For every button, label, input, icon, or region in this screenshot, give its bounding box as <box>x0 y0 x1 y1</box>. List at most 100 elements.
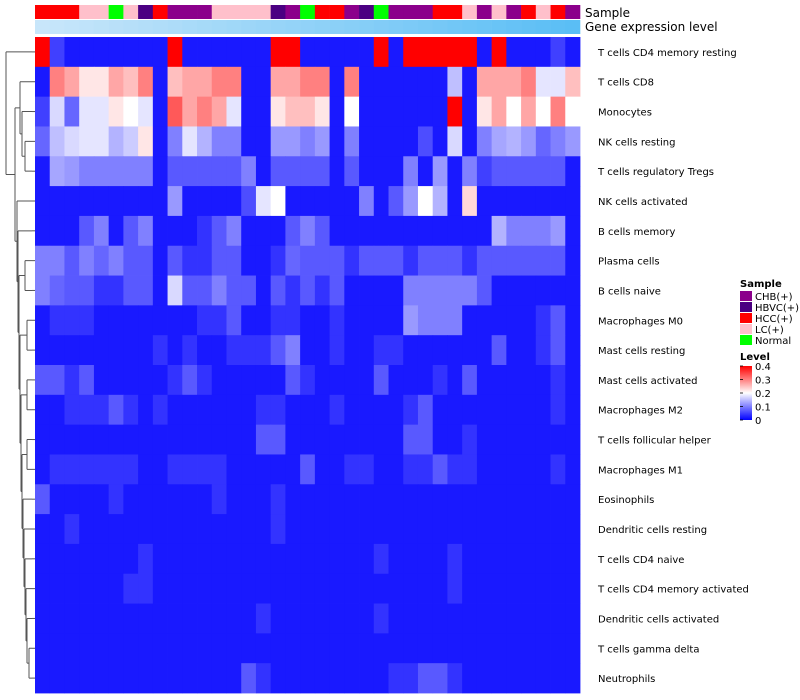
heatmap-cell <box>167 365 183 396</box>
heatmap-cell <box>108 454 124 485</box>
heatmap-cell <box>329 245 345 276</box>
heatmap-cell <box>521 365 537 396</box>
heatmap-cell <box>373 37 389 68</box>
heatmap-cell <box>182 156 198 187</box>
heatmap-cell <box>79 514 95 545</box>
heatmap-cell <box>167 37 183 68</box>
heatmap-cell <box>123 186 139 217</box>
heatmap-cell <box>285 126 301 157</box>
heatmap-cell <box>108 484 124 515</box>
heatmap-cell <box>388 156 404 187</box>
heatmap-cell <box>241 514 257 545</box>
gene-level-annotation-cell <box>255 20 271 34</box>
heatmap-cell <box>403 245 419 276</box>
heatmap-cell <box>285 96 301 127</box>
heatmap-cell <box>550 543 566 575</box>
heatmap-cell <box>403 186 419 217</box>
heatmap-cell <box>329 484 345 515</box>
heatmap-cell <box>535 305 551 336</box>
heatmap-cell <box>270 514 286 545</box>
heatmap-cell <box>138 186 154 217</box>
sample-annotation-cell <box>432 5 448 19</box>
heatmap-cell <box>314 156 330 187</box>
row-label: NK cells activated <box>598 197 688 208</box>
heatmap-cell <box>93 126 110 157</box>
heatmap-cell <box>123 96 139 127</box>
heatmap-cell <box>329 603 345 634</box>
heatmap-cell <box>506 245 522 276</box>
heatmap-cell <box>182 37 198 68</box>
heatmap-cell <box>93 275 110 306</box>
heatmap-cell <box>182 603 198 634</box>
heatmap-cell <box>123 215 139 247</box>
heatmap-cell <box>506 484 522 515</box>
heatmap-cell <box>167 543 183 575</box>
heatmap-cell <box>270 663 286 694</box>
heatmap-cell <box>359 603 375 634</box>
heatmap-cell <box>226 37 242 68</box>
heatmap-cell <box>388 275 404 306</box>
heatmap-cell <box>491 215 507 247</box>
gene-level-annotation-cell <box>535 20 551 34</box>
heatmap-cell <box>550 335 566 366</box>
heatmap-cell <box>550 245 566 276</box>
heatmap-cell <box>432 514 448 545</box>
heatmap-cell <box>462 454 478 485</box>
heatmap-cell <box>108 66 124 98</box>
heatmap-cell <box>535 543 551 575</box>
row-label: T cells CD8 <box>597 78 654 89</box>
heatmap-cell <box>182 394 198 426</box>
row-label: B cells naive <box>598 286 661 297</box>
heatmap-cell <box>64 394 80 426</box>
heatmap-cell <box>241 603 257 634</box>
heatmap-cell <box>211 663 227 694</box>
heatmap-cell <box>79 335 95 366</box>
heatmap-cell <box>447 156 463 187</box>
heatmap-cell <box>314 394 330 426</box>
heatmap-cell <box>314 126 330 157</box>
heatmap-cell <box>152 66 168 98</box>
heatmap-cell <box>285 514 301 545</box>
heatmap-cell <box>491 186 507 217</box>
heatmap-cell <box>417 305 434 336</box>
heatmap-cell <box>79 66 95 98</box>
heatmap-cell <box>403 633 419 664</box>
heatmap-cell <box>447 454 463 485</box>
heatmap-cell <box>226 514 242 545</box>
heatmap-cell <box>344 484 360 515</box>
level-colorbar: Level 0.4 0.3 0.2 0.1 0 <box>740 352 771 427</box>
heatmap-cell <box>285 156 301 187</box>
heatmap-cell <box>506 454 522 485</box>
sample-annotation-cell <box>300 5 316 19</box>
heatmap-cell <box>241 245 257 276</box>
sample-annotation-cell <box>521 5 537 19</box>
heatmap-cell <box>108 633 124 664</box>
heatmap-cell <box>270 335 286 366</box>
colorbar-tick-label: 0.4 <box>755 362 771 373</box>
heatmap-cell <box>506 66 522 98</box>
heatmap-cell <box>373 215 389 247</box>
heatmap-cell <box>521 663 537 694</box>
gene-level-annotation-cell <box>314 20 330 34</box>
heatmap-cell <box>64 484 80 515</box>
heatmap-cell <box>285 394 301 426</box>
legend-item-label: CHB(+) <box>755 292 793 303</box>
heatmap-cell <box>79 573 95 604</box>
heatmap-cell <box>64 66 80 98</box>
heatmap-cell <box>300 275 316 306</box>
sample-annotation-cell <box>344 5 360 19</box>
heatmap-cell <box>300 245 316 276</box>
heatmap-cell <box>93 305 110 336</box>
heatmap-cell <box>285 424 301 455</box>
heatmap-cell <box>432 454 448 485</box>
row-label: NK cells resting <box>598 137 675 148</box>
heatmap-cell <box>344 543 360 575</box>
heatmap-cell <box>462 126 478 157</box>
heatmap-cell <box>197 305 213 336</box>
heatmap-cell <box>270 394 286 426</box>
colorbar-tick-label: 0.3 <box>755 376 771 387</box>
gene-level-annotation-cell <box>285 20 301 34</box>
heatmap-cell <box>108 335 124 366</box>
heatmap-cell <box>403 305 419 336</box>
heatmap-cell <box>535 186 551 217</box>
